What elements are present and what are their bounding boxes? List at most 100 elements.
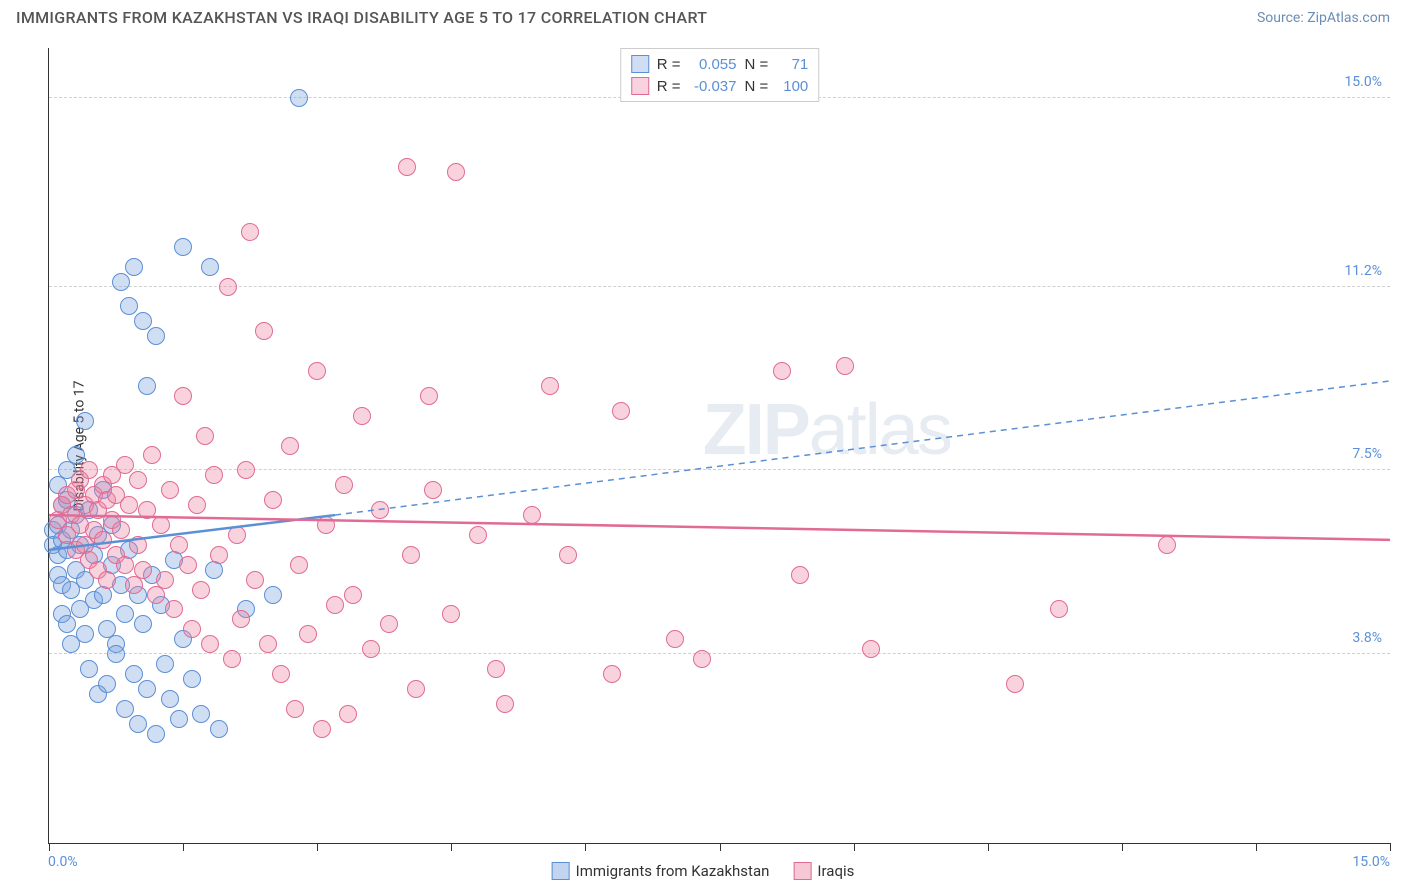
data-point	[58, 615, 76, 633]
data-point	[201, 635, 219, 653]
data-point	[402, 546, 420, 564]
data-point	[326, 596, 344, 614]
data-point	[272, 665, 290, 683]
data-point	[192, 705, 210, 723]
correlation-legend: R = 0.055 N = 71 R = -0.037 N = 100	[620, 48, 820, 102]
data-point	[125, 258, 143, 276]
data-point	[138, 501, 156, 519]
data-point	[174, 387, 192, 405]
data-point	[496, 695, 514, 713]
data-point	[773, 362, 791, 380]
data-point	[183, 620, 201, 638]
x-tick	[1256, 843, 1257, 851]
data-point	[255, 322, 273, 340]
data-point	[407, 680, 425, 698]
data-point	[134, 561, 152, 579]
data-point	[286, 700, 304, 718]
data-point	[120, 297, 138, 315]
data-point	[290, 556, 308, 574]
chart-plot-area: ZIPatlas 3.8%7.5%11.2%15.0% R = 0.055 N …	[48, 48, 1390, 844]
data-point	[371, 501, 389, 519]
source-label: Source:	[1257, 10, 1307, 26]
data-point	[420, 387, 438, 405]
data-point	[134, 615, 152, 633]
legend-item: Immigrants from Kazakhstan	[552, 862, 770, 880]
data-point	[862, 640, 880, 658]
data-point	[156, 655, 174, 673]
r-label: R =	[657, 56, 681, 73]
data-point	[308, 362, 326, 380]
data-point	[210, 546, 228, 564]
y-tick-label: 7.5%	[1352, 446, 1382, 462]
data-point	[188, 496, 206, 514]
data-point	[424, 481, 442, 499]
data-point	[339, 705, 357, 723]
x-tick	[854, 843, 855, 851]
data-point	[170, 710, 188, 728]
correlation-row-1: R = 0.055 N = 71	[631, 53, 809, 75]
data-point	[174, 238, 192, 256]
n-label: N =	[745, 78, 769, 95]
data-point	[246, 571, 264, 589]
data-point	[112, 273, 130, 291]
swatch-iraqis	[631, 77, 649, 95]
data-point	[80, 660, 98, 678]
data-point	[487, 660, 505, 678]
source-name: ZipAtlas.com	[1307, 10, 1390, 26]
data-point	[237, 461, 255, 479]
data-point	[192, 581, 210, 599]
data-point	[67, 446, 85, 464]
data-point	[76, 412, 94, 430]
data-point	[152, 516, 170, 534]
correlation-row-2: R = -0.037 N = 100	[631, 75, 809, 97]
data-point	[344, 586, 362, 604]
chart-source: Source: ZipAtlas.com	[1257, 10, 1390, 26]
data-point	[603, 665, 621, 683]
legend-swatch	[793, 862, 811, 880]
data-point	[353, 407, 371, 425]
legend-label: Iraqis	[817, 862, 854, 880]
x-tick	[1390, 843, 1391, 851]
data-point	[116, 456, 134, 474]
data-point	[156, 571, 174, 589]
x-tick	[451, 843, 452, 851]
data-point	[666, 630, 684, 648]
data-point	[281, 437, 299, 455]
data-point	[313, 720, 331, 738]
data-point	[693, 650, 711, 668]
data-point	[398, 158, 416, 176]
y-tick-label: 15.0%	[1344, 74, 1382, 90]
swatch-kazakhstan	[631, 55, 649, 73]
data-point	[205, 466, 223, 484]
data-point	[98, 571, 116, 589]
legend-label: Immigrants from Kazakhstan	[576, 862, 770, 880]
data-point	[335, 476, 353, 494]
data-point	[210, 720, 228, 738]
data-point	[523, 506, 541, 524]
data-point	[259, 635, 277, 653]
gridline	[49, 286, 1390, 287]
data-point	[138, 377, 156, 395]
data-point	[380, 615, 398, 633]
x-axis-max: 15.0%	[1352, 854, 1390, 870]
data-point	[120, 496, 138, 514]
data-point	[196, 427, 214, 445]
data-point	[442, 605, 460, 623]
data-point	[143, 446, 161, 464]
data-point	[264, 491, 282, 509]
data-point	[223, 650, 241, 668]
data-point	[1050, 600, 1068, 618]
x-tick	[49, 843, 50, 851]
chart-header: IMMIGRANTS FROM KAZAKHSTAN VS IRAQI DISA…	[0, 0, 1406, 31]
x-tick	[720, 843, 721, 851]
r-value-2: -0.037	[689, 78, 737, 95]
data-point	[541, 377, 559, 395]
n-value-1: 71	[776, 56, 808, 73]
data-point	[147, 725, 165, 743]
y-tick-label: 11.2%	[1344, 263, 1382, 279]
data-point	[264, 586, 282, 604]
data-point	[290, 89, 308, 107]
data-point	[219, 278, 237, 296]
x-tick	[317, 843, 318, 851]
data-point	[447, 163, 465, 181]
